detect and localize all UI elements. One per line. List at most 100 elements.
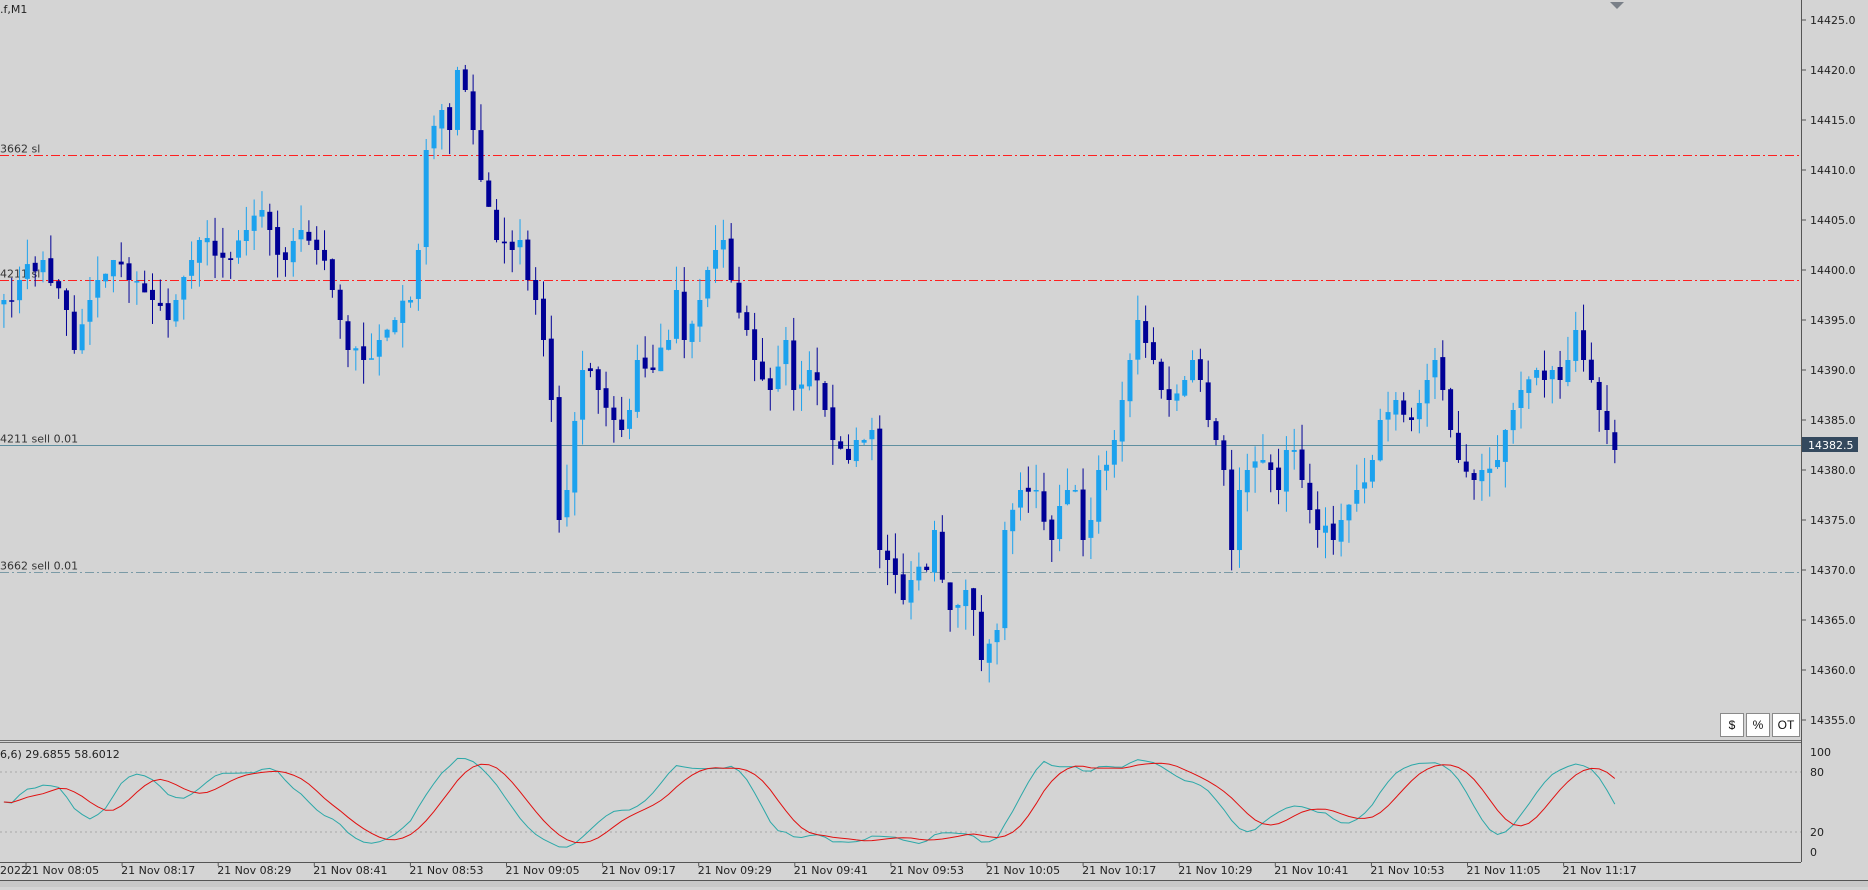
ot-button[interactable]: OT xyxy=(1772,713,1800,737)
stochastic-indicator: 100 80 20 0 xyxy=(0,746,1831,859)
candle-body xyxy=(587,368,593,372)
triangle-down-icon[interactable] xyxy=(1610,2,1624,9)
candle-body xyxy=(1354,490,1360,504)
candle-body xyxy=(439,110,445,129)
candle-body xyxy=(189,260,195,276)
order-line-label: 3662 sell 0.01 xyxy=(0,560,78,573)
price-axis-label: 14370.0 xyxy=(1810,564,1856,577)
candle-body xyxy=(1432,360,1438,378)
candle-body xyxy=(1252,461,1258,468)
percent-button[interactable]: % xyxy=(1746,713,1770,737)
candle-body xyxy=(368,358,374,360)
candle-body xyxy=(673,290,679,339)
candle-body xyxy=(486,180,492,207)
candle-body xyxy=(1541,370,1547,380)
candle-body xyxy=(650,367,656,370)
candle-body xyxy=(1205,382,1211,420)
candle-body xyxy=(1049,519,1055,540)
price-axis-label: 14385.0 xyxy=(1810,414,1856,427)
candle-body xyxy=(1346,504,1352,521)
candle-body xyxy=(494,209,500,240)
price-axis-label: 14365.0 xyxy=(1810,614,1856,627)
candle-body xyxy=(1174,393,1180,401)
candle-body xyxy=(1276,467,1282,490)
candle-body xyxy=(454,70,460,130)
candle-body xyxy=(423,150,429,248)
price-axis-label: 14355.0 xyxy=(1810,714,1856,727)
candle-body xyxy=(1573,330,1579,361)
candle-body xyxy=(517,240,523,248)
candle-body xyxy=(329,259,335,290)
candle-body xyxy=(806,370,812,387)
candle-body xyxy=(869,430,875,440)
candle-body xyxy=(1471,473,1477,480)
candle-body xyxy=(877,428,883,550)
candle-body xyxy=(509,241,515,250)
candle-body xyxy=(48,258,54,284)
candle-body xyxy=(1244,470,1250,493)
time-axis-label: 21 Nov 08:05 xyxy=(25,864,99,877)
candle-body xyxy=(1307,482,1313,510)
candle-body xyxy=(1526,379,1532,393)
candle-body xyxy=(1495,460,1501,468)
order-line-label: 4211 sell 0.01 xyxy=(0,433,78,446)
candle-body xyxy=(994,630,1000,643)
candle-body xyxy=(775,366,781,390)
candle-body xyxy=(1369,460,1375,482)
candle-body xyxy=(1463,461,1469,472)
candle-body xyxy=(1119,400,1125,442)
candle-body xyxy=(892,558,898,575)
price-axis-label: 14395.0 xyxy=(1810,314,1856,327)
candle-body xyxy=(1057,506,1063,540)
price-axis-label: 14425.0 xyxy=(1810,14,1856,27)
time-axis-label: 21 Nov 11:17 xyxy=(1563,864,1637,877)
candle-body xyxy=(845,448,851,460)
candle-body xyxy=(931,530,937,573)
time-axis-label: 21 Nov 08:53 xyxy=(409,864,483,877)
candle-body xyxy=(681,291,687,340)
candle-body xyxy=(275,227,281,255)
candle-body xyxy=(540,298,546,340)
candle-body xyxy=(720,240,726,250)
candle-body xyxy=(1299,449,1305,480)
candle-body xyxy=(17,280,23,301)
candle-body xyxy=(736,282,742,313)
indicator-axis-label: 20 xyxy=(1810,826,1824,839)
candle-body xyxy=(759,361,765,380)
time-axis-label: 21 Nov 08:17 xyxy=(121,864,195,877)
current-price-label: 14382.5 xyxy=(1808,439,1854,452)
candle-body xyxy=(814,372,820,381)
candle-body xyxy=(1612,432,1618,450)
candle-body xyxy=(1158,361,1164,390)
candle-body xyxy=(525,239,531,280)
candle-body xyxy=(1534,370,1540,378)
price-axis-label: 14415.0 xyxy=(1810,114,1856,127)
candle-body xyxy=(955,604,961,608)
candle-body xyxy=(658,347,664,372)
candle-body xyxy=(634,360,640,412)
candle-body xyxy=(1182,380,1188,396)
candle-body xyxy=(1221,440,1227,470)
candle-body xyxy=(259,210,265,217)
time-axis-label: 21 Nov 10:05 xyxy=(986,864,1060,877)
time-axis-label: 21 Nov 10:29 xyxy=(1178,864,1252,877)
candle-body xyxy=(478,130,484,180)
candle-body xyxy=(1197,359,1203,380)
candle-body xyxy=(236,240,242,258)
candle-body xyxy=(400,300,406,323)
dollar-button[interactable]: $ xyxy=(1720,713,1744,737)
price-axis-label: 14400.0 xyxy=(1810,264,1856,277)
candle-body xyxy=(799,384,805,389)
candle-body xyxy=(1588,359,1594,380)
candle-body xyxy=(838,441,844,449)
candle-body xyxy=(595,369,601,390)
candle-body xyxy=(1268,462,1274,470)
candle-body xyxy=(1596,381,1602,410)
candle-body xyxy=(1424,380,1430,404)
candle-body xyxy=(110,260,116,277)
candle-body xyxy=(1,300,7,305)
candle-body xyxy=(196,240,202,263)
candle-body xyxy=(1111,440,1117,465)
